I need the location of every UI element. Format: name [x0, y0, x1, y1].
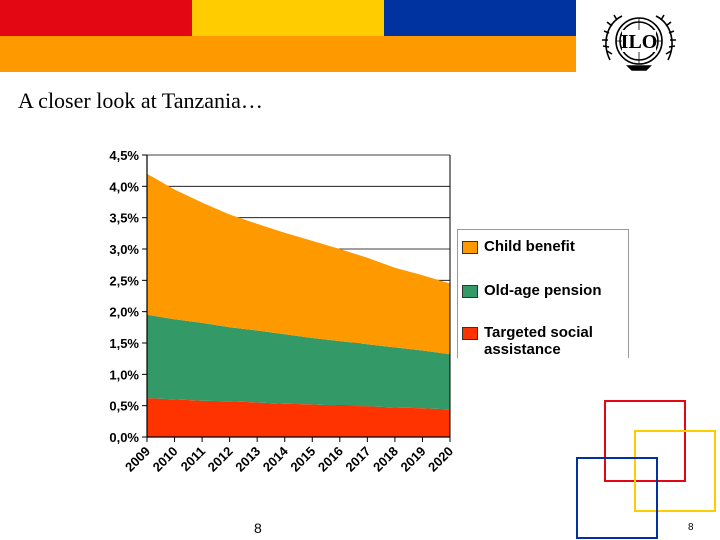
legend-swatch-targeted-social-assistance	[462, 327, 478, 340]
page-number-center: 8	[254, 520, 262, 536]
legend-swatch-old-age-pension	[462, 285, 478, 298]
area-old-age-pension	[147, 314, 450, 410]
area-child-benefit	[147, 173, 450, 355]
x-tick-label: 2013	[232, 444, 263, 475]
x-tick-label: 2020	[425, 444, 456, 475]
y-tick-label: 0,5%	[109, 399, 139, 414]
y-tick-label: 4,5%	[109, 148, 139, 163]
deco-blue-square	[576, 457, 658, 539]
legend-item-targeted-social-assistance: Targeted social assistance	[462, 324, 612, 358]
area-targeted-social-assistance	[147, 398, 450, 437]
page-number-right: 8	[688, 522, 694, 533]
x-tick-label: 2010	[150, 444, 181, 475]
banner-blue-bar	[384, 0, 576, 36]
chart-legend: Child benefit Old-age pension Targeted s…	[457, 229, 629, 358]
deco-yellow-square	[634, 430, 716, 512]
y-tick-label: 1,5%	[109, 336, 139, 351]
y-tick-label: 2,0%	[109, 305, 139, 320]
x-tick-label: 2012	[205, 444, 236, 475]
y-tick-label: 3,5%	[109, 211, 139, 226]
legend-swatch-child-benefit	[462, 241, 478, 254]
x-tick-label: 2017	[342, 444, 373, 475]
y-tick-label: 1,0%	[109, 367, 139, 382]
x-tick-label: 2014	[260, 443, 292, 475]
y-tick-label: 4,0%	[109, 179, 139, 194]
legend-item-old-age-pension: Old-age pension	[462, 282, 602, 299]
x-tick-label: 2011	[178, 444, 209, 475]
banner-yellow-bar	[192, 0, 384, 36]
y-tick-label: 3,0%	[109, 242, 139, 257]
ilo-logo-icon: ILO	[600, 10, 678, 72]
legend-label-targeted-social-assistance: Targeted social assistance	[484, 324, 593, 358]
x-tick-label: 2015	[287, 444, 318, 475]
x-tick-label: 2019	[398, 444, 429, 475]
banner-red-bar	[0, 0, 192, 36]
y-tick-label: 0,0%	[109, 430, 139, 445]
legend-label-child-benefit: Child benefit	[484, 238, 575, 255]
x-tick-label: 2018	[370, 444, 401, 475]
legend-item-child-benefit: Child benefit	[462, 238, 575, 255]
x-tick-label: 2016	[315, 444, 346, 475]
legend-label-old-age-pension: Old-age pension	[484, 282, 602, 299]
slide-title: A closer look at Tanzania…	[18, 88, 263, 113]
banner-orange-bar	[0, 36, 576, 72]
ilo-logo-text: ILO	[621, 31, 658, 53]
x-tick-label: 2009	[122, 444, 153, 475]
y-tick-label: 2,5%	[109, 273, 139, 288]
deco-red-square	[604, 400, 686, 482]
